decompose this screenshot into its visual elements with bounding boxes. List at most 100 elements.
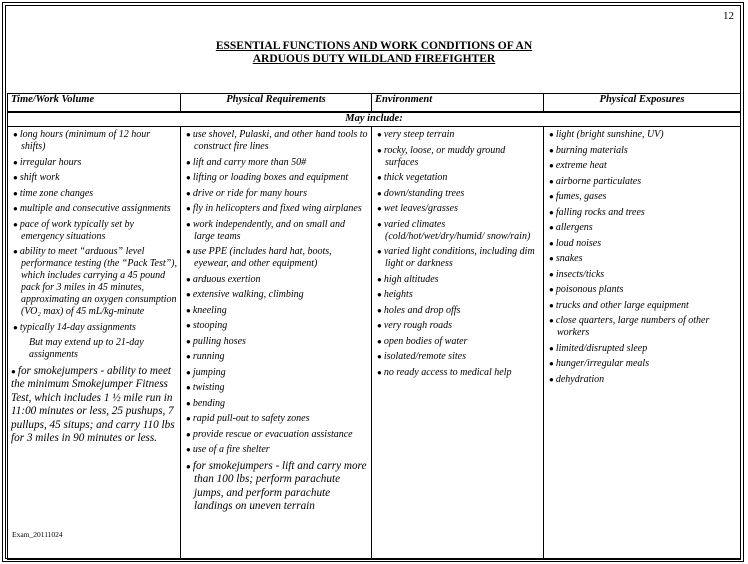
list-item: ● arduous exertion <box>184 274 368 286</box>
functions-table: Time/Work Volume Physical Requirements E… <box>7 93 741 560</box>
bullet-icon: ● <box>377 274 382 284</box>
bullet-icon: ● <box>377 219 382 229</box>
list-item: ● shift work <box>11 172 177 184</box>
list-item-text: dehydration <box>555 373 605 385</box>
bullet-icon: ● <box>186 219 191 229</box>
list-item-text: airborne particulates <box>555 175 642 187</box>
list-item-text: bending <box>192 397 226 409</box>
bullet-icon: ● <box>13 219 18 229</box>
list-item-text: hunger/irregular meals <box>555 358 650 369</box>
list-item-text: poisonous plants <box>555 284 624 295</box>
list-item: ● pulling hoses <box>184 336 368 348</box>
bullet-icon: ● <box>186 398 191 408</box>
bullet-icon: ● <box>549 343 554 353</box>
list-item: ● fly in helicopters and fixed wing airpl… <box>184 203 368 215</box>
list-item: ● time zone changes <box>11 188 177 200</box>
list-item-text: use of a fire shelter <box>192 444 270 455</box>
list-item: ● use of a fire shelter <box>184 444 368 456</box>
header-environment: Environment <box>371 93 544 113</box>
bullet-icon: ● <box>377 145 382 155</box>
list-item: ● burning materials <box>547 145 737 157</box>
bullet-icon: ● <box>186 204 191 213</box>
list-item-text: rapid pull-out to safety zones <box>192 413 310 424</box>
bullet-icon: ● <box>186 352 191 361</box>
bullet-icon: ● <box>549 359 554 368</box>
bullet-icon: ● <box>13 130 18 139</box>
list-item-text: close quarters, large numbers of other w… <box>555 315 710 338</box>
list-item: ● insects/ticks <box>547 269 737 281</box>
bullet-icon: ● <box>186 461 191 471</box>
list-item: ● wet leaves/grasses <box>375 203 540 215</box>
bullet-icon: ● <box>549 161 554 170</box>
list-item-text: lifting or loading boxes and equipment <box>192 172 349 183</box>
list-item: ● use PPE (includes hard hat, boots, eyew… <box>184 246 368 270</box>
list-item-text: kneeling <box>192 304 227 316</box>
list-item: ● irregular hours <box>11 157 177 169</box>
list-item-text: open bodies of water <box>383 335 468 347</box>
list-item: ● airborne particulates <box>547 176 737 188</box>
time-work-volume-cell: ● long hours (minimum of 12 hour shifts) ●… <box>7 126 181 560</box>
list-item: ● for smokejumpers - ability to meet the … <box>11 365 177 446</box>
list-item: ● isolated/remote sites <box>375 351 540 363</box>
physical-requirements-cell: ● use shovel, Pulaski, and other hand too… <box>180 126 372 560</box>
list-item: ● allergens <box>547 222 737 234</box>
list-item-text: lift and carry more than 50# <box>192 156 307 168</box>
time-work-volume-list: ● long hours (minimum of 12 hour shifts) ●… <box>11 129 177 446</box>
bullet-icon: ● <box>377 305 382 315</box>
header-physical-requirements: Physical Requirements <box>180 93 372 113</box>
list-item-text: holes and drop offs <box>383 304 461 316</box>
bullet-icon: ● <box>377 173 382 182</box>
bullet-icon: ● <box>549 207 554 217</box>
list-item: ● lift and carry more than 50# <box>184 157 368 169</box>
header-row: Time/Work Volume Physical Requirements E… <box>7 93 741 113</box>
bullet-icon: ● <box>13 322 18 332</box>
list-item: But may extend up to 21-day assignments <box>11 337 177 361</box>
bullet-icon: ● <box>11 366 16 376</box>
list-item-text: trucks and other large equipment <box>555 299 689 311</box>
list-item-text: burning materials <box>555 144 628 156</box>
bullet-icon: ● <box>13 173 18 182</box>
list-item: ● high altitudes <box>375 274 540 286</box>
list-item: ● extensive walking, climbing <box>184 289 368 301</box>
physical-exposures-cell: ● light (bright sunshine, UV) ● burning mat… <box>543 126 741 560</box>
list-item: ● rapid pull-out to safety zones <box>184 413 368 425</box>
list-item: ● pace of work typically set by emergency… <box>11 219 177 243</box>
list-item-text: very rough roads <box>383 320 452 331</box>
bullet-icon: ● <box>186 130 191 139</box>
header-physical-exposures: Physical Exposures <box>543 93 741 113</box>
bullet-icon: ● <box>377 321 382 330</box>
list-item-text: limited/disrupted sleep <box>555 342 648 354</box>
list-item-text: pace of work typically set by emergency … <box>19 218 134 242</box>
list-item: ● work independently, and on small and la… <box>184 219 368 243</box>
bullet-icon: ● <box>186 336 191 346</box>
list-item-text: use PPE (includes hard hat, boots, eyewe… <box>192 246 332 269</box>
bullet-icon: ● <box>549 223 554 232</box>
bullet-icon: ● <box>549 238 554 248</box>
bullet-icon: ● <box>377 247 382 256</box>
list-item: ● extreme heat <box>547 160 737 172</box>
physical-requirements-list: ● use shovel, Pulaski, and other hand too… <box>184 129 368 514</box>
list-item: ● trucks and other large equipment <box>547 300 737 312</box>
bullet-icon: ● <box>186 173 191 182</box>
list-item: ● varied light conditions, including dim … <box>375 246 540 270</box>
list-item-text: irregular hours <box>19 156 82 168</box>
bullet-icon: ● <box>549 285 554 294</box>
list-item: ● light (bright sunshine, UV) <box>547 129 737 141</box>
list-item-text: light (bright sunshine, UV) <box>555 129 664 140</box>
list-item: ● jumping <box>184 367 368 379</box>
header-time-work-volume: Time/Work Volume <box>7 93 181 113</box>
environment-list: ● very steep terrain ● rocky, loose, or mud… <box>375 129 540 379</box>
list-item-text: allergens <box>555 222 593 233</box>
list-item: ● varied climates (cold/hot/wet/dry/humid… <box>375 219 540 243</box>
document-title-line-1: ESSENTIAL FUNCTIONS AND WORK CONDITIONS … <box>215 40 533 52</box>
list-item-text: down/standing trees <box>383 187 465 199</box>
bullet-icon: ● <box>549 130 554 139</box>
list-item: ● kneeling <box>184 305 368 317</box>
bullet-icon: ● <box>13 188 18 198</box>
list-item-text: running <box>192 351 225 362</box>
list-item: ● dehydration <box>547 374 737 386</box>
bullet-icon: ● <box>549 269 554 279</box>
list-item: ● falling rocks and trees <box>547 207 737 219</box>
list-item-text: arduous exertion <box>192 273 261 285</box>
bullet-icon: ● <box>377 204 382 213</box>
